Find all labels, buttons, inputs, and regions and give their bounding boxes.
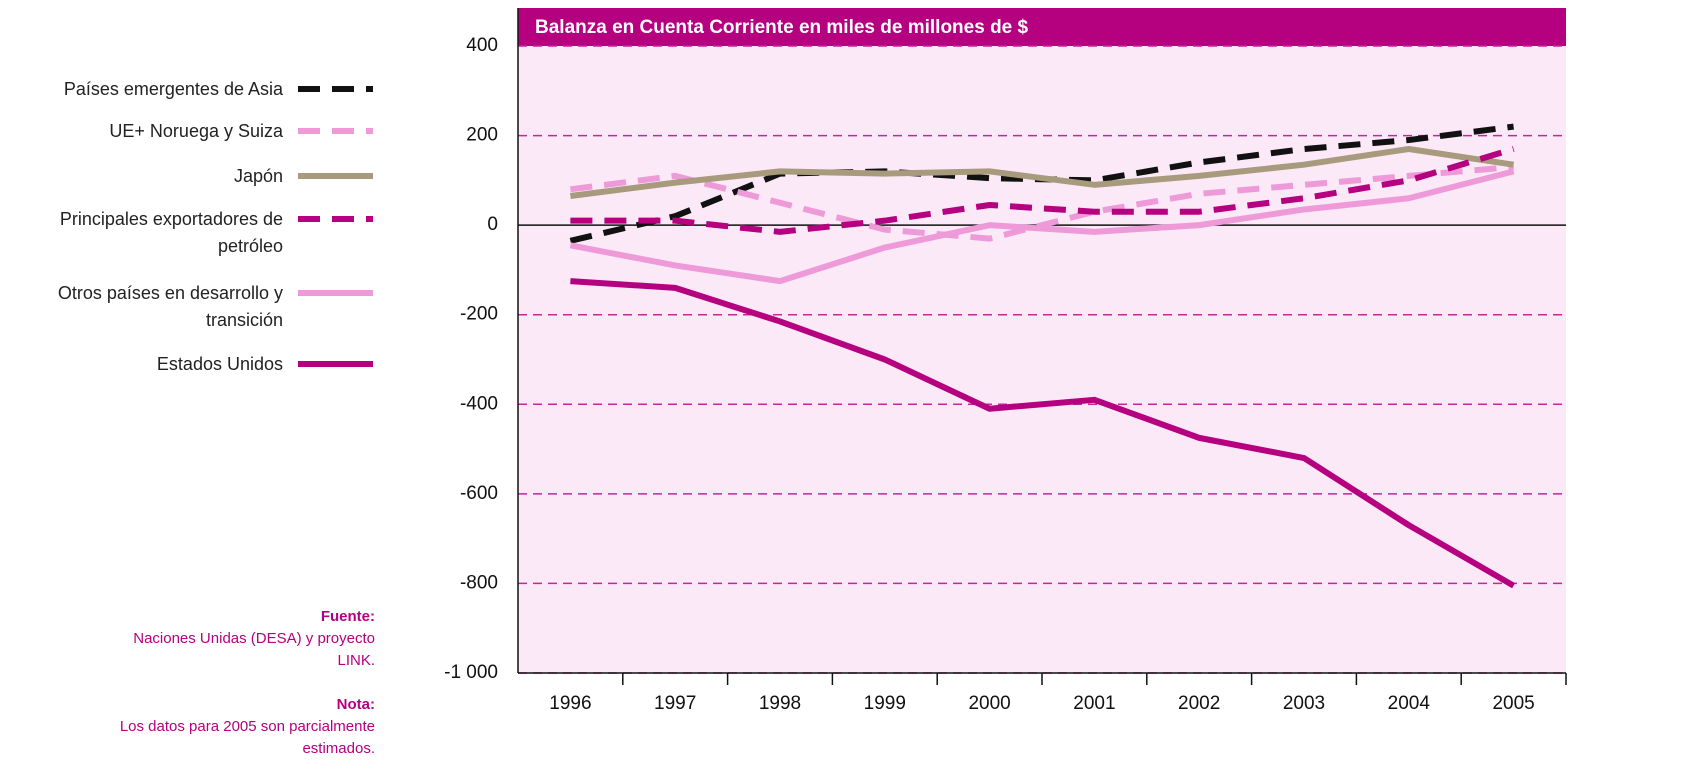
series-line bbox=[570, 146, 1515, 200]
y-tick-label: -800 bbox=[460, 572, 498, 593]
y-tick-label: -600 bbox=[460, 483, 498, 504]
y-tick-label: -200 bbox=[460, 304, 498, 325]
plot-area bbox=[518, 8, 1566, 673]
legend-label: Japón bbox=[233, 166, 283, 186]
note-label: Nota: bbox=[336, 696, 375, 713]
y-tick-label: -1 000 bbox=[444, 662, 498, 683]
y-tick-label: -400 bbox=[460, 393, 498, 414]
x-tick-label: 1996 bbox=[549, 693, 591, 714]
legend-label: Otros países en desarrollo y transición bbox=[57, 283, 283, 330]
legend-label: Países emergentes de Asia bbox=[63, 79, 283, 99]
x-tick-label: 2005 bbox=[1492, 693, 1534, 714]
y-tick-label: 200 bbox=[466, 125, 498, 146]
x-tick-label: 2002 bbox=[1178, 693, 1220, 714]
source-label: Fuente: bbox=[320, 608, 375, 625]
chart-title: Balanza en Cuenta Corriente en miles de … bbox=[535, 17, 1029, 38]
x-tick-label: 1999 bbox=[864, 693, 906, 714]
legend-label: Estados Unidos bbox=[156, 354, 283, 374]
series-line bbox=[569, 168, 1515, 285]
series-line bbox=[570, 278, 1516, 589]
x-tick-label: 1998 bbox=[759, 693, 801, 714]
x-tick-label: 2001 bbox=[1073, 693, 1115, 714]
x-tick-label: 1997 bbox=[654, 693, 696, 714]
series-line bbox=[570, 146, 1515, 235]
source: Naciones Unidas (DESA) y proyecto LINK. bbox=[133, 630, 375, 669]
x-tick-label: 2000 bbox=[968, 693, 1010, 714]
y-tick-label: 0 bbox=[487, 214, 498, 235]
legend-label: UE+ Noruega y Suiza bbox=[109, 121, 283, 141]
y-tick-label: 400 bbox=[466, 35, 498, 56]
series-line bbox=[570, 163, 1514, 242]
note: Los datos para 2005 son parcialmente est… bbox=[119, 718, 375, 757]
legend-label: Principales exportadores de petróleo bbox=[59, 209, 283, 256]
x-tick-label: 2004 bbox=[1388, 693, 1431, 714]
x-tick-label: 2003 bbox=[1283, 693, 1325, 714]
title-bar bbox=[518, 8, 1566, 46]
